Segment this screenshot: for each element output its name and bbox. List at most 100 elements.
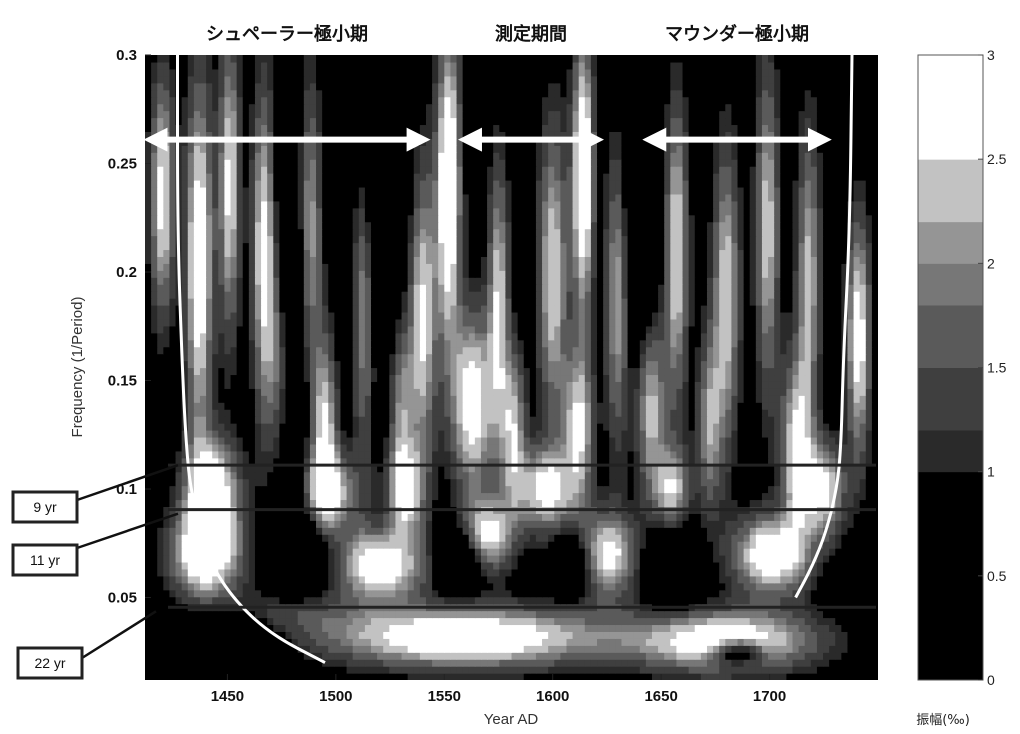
- heatmap-cell: [713, 582, 720, 591]
- heatmap-cell: [389, 430, 397, 438]
- heatmap-cell: [761, 534, 769, 542]
- heatmap-cell: [175, 436, 183, 445]
- heatmap-cell: [230, 513, 238, 521]
- heatmap-cell: [291, 388, 299, 396]
- heatmap-cell: [163, 471, 171, 480]
- heatmap-cell: [383, 436, 390, 445]
- heatmap-cell: [297, 673, 305, 680]
- heatmap-cell: [511, 652, 519, 660]
- heatmap-cell: [419, 589, 427, 598]
- heatmap-cell: [511, 666, 519, 674]
- heatmap-cell: [273, 388, 280, 396]
- heatmap-cell: [444, 478, 452, 487]
- heatmap-cell: [511, 610, 519, 619]
- heatmap-cell: [487, 423, 494, 431]
- heatmap-cell: [786, 499, 794, 507]
- heatmap-cell: [303, 610, 311, 619]
- heatmap-cell: [267, 430, 274, 438]
- heatmap-cell: [755, 402, 763, 410]
- heatmap-cell: [651, 464, 659, 473]
- heatmap-cell: [816, 450, 824, 459]
- heatmap-cell: [804, 659, 812, 667]
- heatmap-cell: [597, 485, 604, 494]
- heatmap-cell: [322, 485, 329, 494]
- heatmap-cell: [334, 666, 342, 674]
- heatmap-cell: [474, 555, 482, 563]
- heatmap-cell: [841, 513, 849, 521]
- heatmap-cell: [615, 596, 623, 605]
- heatmap-cell: [639, 589, 647, 598]
- heatmap-cell: [432, 589, 439, 598]
- heatmap-cell: [688, 464, 696, 473]
- heatmap-cell: [328, 513, 335, 521]
- heatmap-cell: [303, 548, 311, 556]
- heatmap-cell: [364, 478, 372, 487]
- heatmap-cell: [798, 617, 806, 626]
- heatmap-cell: [597, 520, 604, 528]
- heatmap-cell: [725, 638, 732, 646]
- heatmap-cell: [639, 561, 647, 570]
- heatmap-cell: [230, 450, 238, 459]
- heatmap-cell: [841, 589, 849, 598]
- heatmap-cell: [303, 402, 311, 410]
- heatmap-cell: [212, 416, 219, 424]
- heatmap-cell: [523, 388, 531, 396]
- heatmap-cell: [389, 659, 397, 667]
- heatmap-cell: [792, 478, 800, 487]
- heatmap-cell: [609, 450, 616, 459]
- heatmap-cell: [175, 499, 183, 507]
- heatmap-cell: [871, 631, 878, 639]
- heatmap-cell: [456, 541, 464, 549]
- heatmap-cell: [371, 652, 378, 660]
- heatmap-cell: [816, 395, 824, 403]
- heatmap-cell: [389, 388, 397, 396]
- heatmap-cell: [731, 624, 739, 632]
- heatmap-cell: [468, 659, 476, 667]
- heatmap-cell: [346, 457, 354, 466]
- heatmap-cell: [468, 416, 476, 424]
- heatmap-cell: [554, 423, 561, 431]
- heatmap-cell: [303, 617, 311, 626]
- heatmap-cell: [181, 673, 189, 680]
- heatmap-cell: [468, 631, 476, 639]
- heatmap-cell: [474, 617, 482, 626]
- heatmap-cell: [401, 561, 409, 570]
- heatmap-cell: [487, 471, 494, 480]
- heatmap-cell: [755, 638, 763, 646]
- heatmap-cell: [175, 485, 183, 494]
- heatmap-cell: [768, 457, 775, 466]
- heatmap-cell: [859, 659, 867, 667]
- heatmap-cell: [542, 443, 549, 452]
- heatmap-cell: [438, 561, 445, 570]
- heatmap-cell: [847, 555, 855, 563]
- heatmap-cell: [774, 395, 781, 403]
- heatmap-cell: [456, 388, 464, 396]
- heatmap-cell: [316, 492, 323, 501]
- heatmap-cell: [468, 617, 476, 626]
- heatmap-cell: [725, 561, 732, 570]
- heatmap-cell: [371, 527, 378, 535]
- heatmap-cell: [804, 617, 812, 626]
- heatmap-cell: [621, 436, 629, 445]
- heatmap-cell: [212, 582, 219, 591]
- heatmap-cell: [664, 582, 671, 591]
- heatmap-cell: [456, 443, 464, 452]
- heatmap-cell: [597, 430, 604, 438]
- heatmap-cell: [755, 673, 763, 680]
- heatmap-cell: [523, 624, 531, 632]
- heatmap-cell: [578, 624, 586, 632]
- heatmap-cell: [688, 471, 696, 480]
- heatmap-cell: [352, 395, 360, 403]
- heatmap-cell: [560, 534, 568, 542]
- heatmap-cell: [792, 659, 800, 667]
- heatmap-cell: [859, 450, 867, 459]
- heatmap-cell: [242, 673, 250, 680]
- heatmap-cell: [731, 582, 739, 591]
- heatmap-cell: [700, 443, 708, 452]
- heatmap-cell: [548, 617, 555, 626]
- heatmap-cell: [157, 430, 164, 438]
- heatmap-cell: [505, 485, 513, 494]
- heatmap-cell: [407, 527, 415, 535]
- heatmap-cell: [786, 430, 794, 438]
- heatmap-cell: [413, 548, 421, 556]
